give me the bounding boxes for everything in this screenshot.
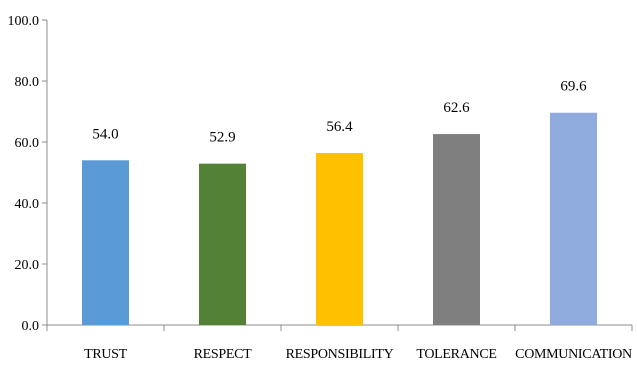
x-axis: TRUST RESPECT RESPONSIBILITY TOLERANCE COMMU…: [46, 324, 633, 362]
data-label-trust: 54.0: [92, 126, 118, 142]
data-label-communication: 69.6: [560, 79, 587, 95]
y-axis: 0.0 20.0 40.0 60.0 80.0 100.0: [8, 14, 48, 334]
bar-communication: [550, 112, 597, 325]
data-label-respect: 52.9: [209, 130, 235, 146]
data-label-tolerance: 62.6: [443, 100, 470, 116]
y-tick-label: 0.0: [22, 319, 40, 334]
y-tick-label: 100.0: [8, 14, 40, 29]
y-tick-label: 60.0: [15, 136, 40, 151]
bars: [82, 112, 597, 325]
data-label-responsibility: 56.4: [326, 119, 353, 135]
y-tick-label: 20.0: [15, 258, 40, 273]
x-tick-label-tolerance: TOLERANCE: [416, 347, 496, 362]
x-tick-label-trust: TRUST: [84, 347, 128, 362]
y-tick-label: 40.0: [15, 197, 40, 212]
x-tick-label-respect: RESPECT: [194, 347, 253, 362]
y-tick-label: 80.0: [15, 75, 40, 90]
bar-tolerance: [433, 134, 480, 325]
x-tick-label-responsibility: RESPONSIBILITY: [286, 347, 394, 362]
bar-respect: [199, 163, 246, 325]
bar-responsibility: [316, 152, 363, 325]
data-labels: 54.0 52.9 56.4 62.6 69.6: [92, 79, 587, 146]
bar-trust: [82, 160, 129, 325]
x-tick-label-communication: COMMUNICATION: [515, 347, 632, 362]
